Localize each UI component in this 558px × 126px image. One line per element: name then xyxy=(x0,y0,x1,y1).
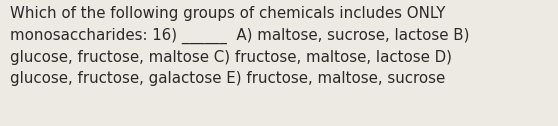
Text: Which of the following groups of chemicals includes ONLY
monosaccharides: 16) __: Which of the following groups of chemica… xyxy=(10,6,469,86)
